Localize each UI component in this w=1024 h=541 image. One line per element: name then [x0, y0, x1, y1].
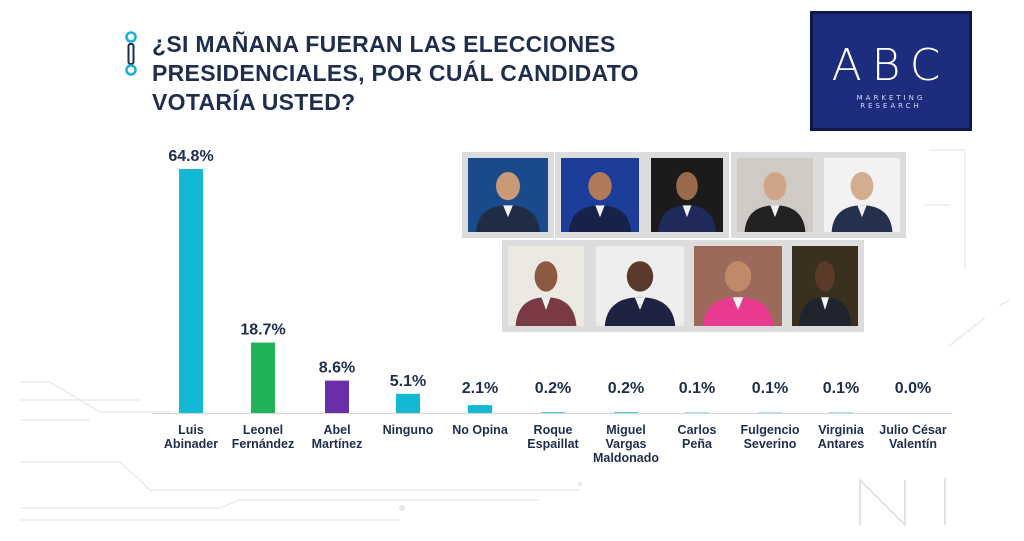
- value-label-luis-abinader: 64.8%: [168, 148, 213, 165]
- category-label-ninguno: Ninguno: [383, 423, 434, 437]
- value-label-carlos-pena: 0.1%: [679, 380, 715, 397]
- value-label-abel-martinez: 8.6%: [319, 360, 355, 377]
- chart-title-block: ¿SI MAÑANA FUERAN LAS ELECCIONES PRESIDE…: [120, 30, 639, 117]
- bar-no-opina: [468, 405, 492, 413]
- bar-luis-abinader: [179, 169, 203, 413]
- category-label-carlos-pena: Carlos Peña: [678, 423, 717, 451]
- candidate-photo-roque-espaillat: [731, 152, 819, 238]
- bar-miguel-vargas-maldonado: [614, 412, 638, 413]
- value-label-leonel-fernandez: 18.7%: [240, 322, 285, 339]
- category-label-miguel-vargas-maldonado: Miguel Vargas Maldonado: [593, 423, 659, 465]
- candidate-photo-miguel-vargas: [818, 152, 906, 238]
- value-label-julio-cesar-valentin: 0.0%: [895, 380, 931, 397]
- value-label-virginia-antares: 0.1%: [823, 380, 859, 397]
- chart-title-line-1: ¿SI MAÑANA FUERAN LAS ELECCIONES: [152, 31, 616, 57]
- value-label-miguel-vargas-maldonado: 0.2%: [608, 380, 644, 397]
- category-label-fulgencio-severino: Fulgencio Severino: [740, 423, 799, 451]
- chart-title-line-2: PRESIDENCIALES, POR CUÁL CANDIDATO: [152, 60, 639, 86]
- chart-title-line-3: VOTARÍA USTED?: [152, 89, 356, 115]
- category-label-luis-abinader: Luis Abinader: [164, 423, 218, 451]
- value-label-fulgencio-severino: 0.1%: [752, 380, 788, 397]
- candidate-photo-leonel-fernandez: [555, 152, 645, 238]
- abc-marketing-research-logo: ABC MARKETING RESEARCH: [810, 11, 972, 131]
- value-label-no-opina: 2.1%: [462, 380, 498, 397]
- candidate-photo-fulgencio-severino: [590, 240, 690, 332]
- bar-roque-espaillat: [541, 412, 565, 413]
- category-label-abel-martinez: Abel Martínez: [312, 423, 363, 451]
- category-label-roque-espaillat: Roque Espaillat: [527, 423, 579, 451]
- candidate-photo-luis-abinader: [462, 152, 554, 238]
- category-label-leonel-fernandez: Leonel Fernández: [232, 423, 295, 451]
- candidate-photo-carlos-pena: [502, 240, 590, 332]
- category-label-no-opina: No Opina: [452, 423, 509, 437]
- link-chain-icon: [120, 30, 142, 80]
- candidate-photo-virginia-antares: [688, 240, 788, 332]
- bar-ninguno: [396, 393, 420, 413]
- value-label-roque-espaillat: 0.2%: [535, 380, 571, 397]
- bar-abel-martinez: [325, 380, 349, 413]
- candidate-photo-abel-martinez: [645, 152, 729, 238]
- category-label-julio-cesar-valentin: Julio César Valentín: [879, 423, 947, 451]
- category-label-virginia-antares: Virginia Antares: [818, 423, 865, 451]
- candidate-photo-julio-cesar-valentin: [786, 240, 864, 332]
- chart-title: ¿SI MAÑANA FUERAN LAS ELECCIONES PRESIDE…: [152, 30, 639, 117]
- logo-wordmark: ABC: [831, 40, 951, 91]
- value-label-ninguno: 5.1%: [390, 373, 426, 390]
- bar-leonel-fernandez: [251, 342, 275, 413]
- logo-tagline: MARKETING RESEARCH: [856, 94, 926, 110]
